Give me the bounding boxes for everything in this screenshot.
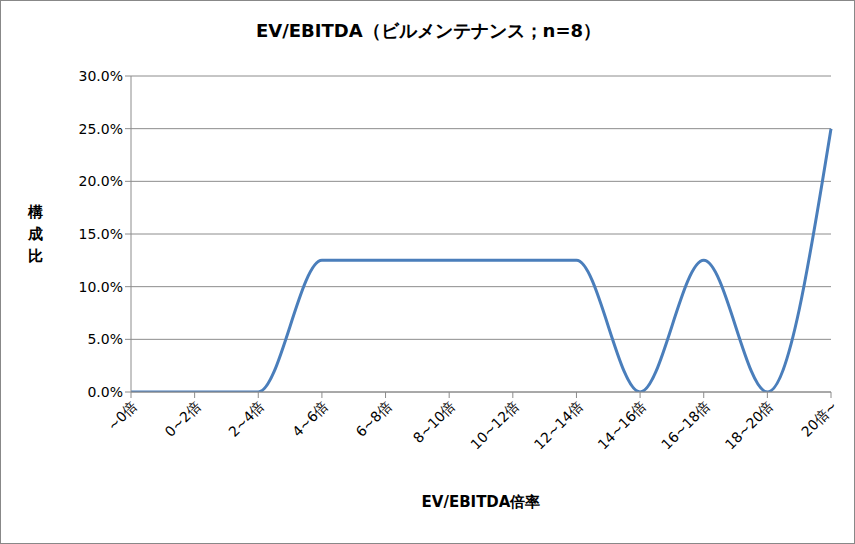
svg-text:14~16倍: 14~16倍 <box>595 398 650 453</box>
svg-text:30.0%: 30.0% <box>79 68 123 84</box>
svg-text:5.0%: 5.0% <box>87 331 123 347</box>
svg-text:25.0%: 25.0% <box>79 121 123 137</box>
svg-text:4~6倍: 4~6倍 <box>289 398 331 440</box>
svg-text:10.0%: 10.0% <box>79 279 123 295</box>
svg-text:18~20倍: 18~20倍 <box>722 398 777 453</box>
svg-text:8~10倍: 8~10倍 <box>410 398 458 446</box>
svg-text:0~2倍: 0~2倍 <box>162 398 204 440</box>
svg-text:2~4倍: 2~4倍 <box>225 398 267 440</box>
html-text:EV/EBITDA（ビルメンテナンス；n=8）: EV/EBITDA（ビルメンテナンス；n=8） <box>256 20 601 41</box>
svg-text:16~18倍: 16~18倍 <box>658 398 713 453</box>
svg-text:0.0%: 0.0% <box>87 384 123 400</box>
svg-text:~0倍: ~0倍 <box>104 398 140 434</box>
html-text:構: 構 <box>27 203 43 221</box>
html-text:成: 成 <box>27 225 43 243</box>
svg-text:6~8倍: 6~8倍 <box>353 398 395 440</box>
html-text:EV/EBITDA倍率: EV/EBITDA倍率 <box>421 493 541 511</box>
html-text:比: 比 <box>27 247 43 265</box>
svg-text:10~12倍: 10~12倍 <box>467 398 522 453</box>
svg-text:20倍~: 20倍~ <box>798 398 840 440</box>
svg-text:15.0%: 15.0% <box>79 226 123 242</box>
svg-text:12~14倍: 12~14倍 <box>531 398 586 453</box>
svg-text:20.0%: 20.0% <box>79 173 123 189</box>
